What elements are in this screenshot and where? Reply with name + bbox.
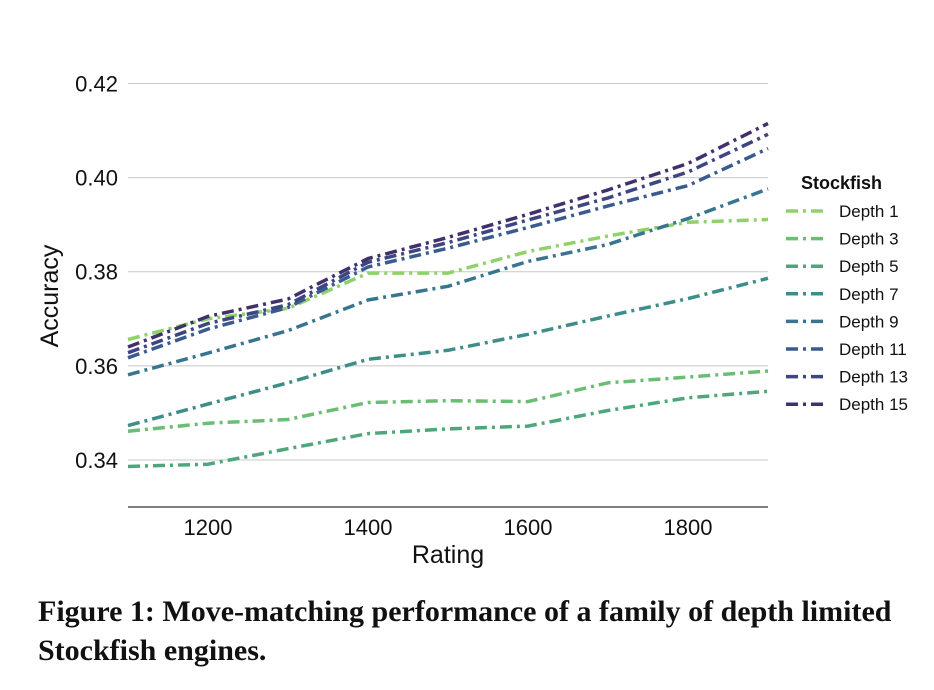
series-line (127, 132, 769, 355)
legend-label: Depth 13 (839, 368, 908, 387)
y-tick-label: 0.34 (75, 448, 118, 473)
plot-area (127, 121, 769, 469)
series-line (127, 369, 769, 433)
legend-label: Depth 15 (839, 395, 908, 414)
y-tick-label: 0.38 (75, 260, 118, 285)
y-axis-title: Accuracy (36, 244, 64, 347)
x-tick-label: 1200 (184, 515, 233, 540)
legend-label: Depth 11 (839, 340, 907, 359)
x-tick-label: 1400 (344, 515, 393, 540)
legend-label: Depth 5 (839, 257, 899, 276)
series-line (127, 276, 769, 428)
x-tick-label: 1800 (664, 515, 713, 540)
series-line (127, 121, 769, 349)
tick-labels: 0.34 0.36 0.38 0.40 0.42 1200 1400 1600 1800 (75, 72, 712, 540)
legend-label: Depth 1 (839, 202, 899, 221)
y-tick-label: 0.40 (75, 166, 118, 191)
legend-label: Depth 7 (839, 285, 899, 304)
series-line (127, 146, 769, 360)
y-tick-label: 0.36 (75, 354, 118, 379)
x-tick-label: 1600 (504, 515, 553, 540)
y-tick-label: 0.42 (75, 72, 118, 97)
x-axis-title: Rating (412, 541, 484, 569)
legend-title: Stockfish (801, 173, 882, 193)
series-line (127, 217, 769, 342)
series-line (127, 187, 769, 377)
figure-caption: Figure 1: Move-matching performance of a… (38, 595, 892, 667)
chart: 0.34 0.36 0.38 0.40 0.42 1200 1400 1600 1800 Rat… (36, 72, 908, 569)
legend-items: Depth 1 Depth 3 Depth 5 Depth 7 Depth 9 Depth… (786, 202, 908, 414)
legend-label: Depth 9 (839, 312, 899, 331)
legend-label: Depth 3 (839, 230, 899, 249)
series-line (127, 389, 769, 469)
